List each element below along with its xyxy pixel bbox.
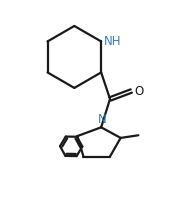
Text: NH: NH <box>104 35 122 48</box>
Text: N: N <box>98 112 106 125</box>
Text: O: O <box>134 85 143 98</box>
